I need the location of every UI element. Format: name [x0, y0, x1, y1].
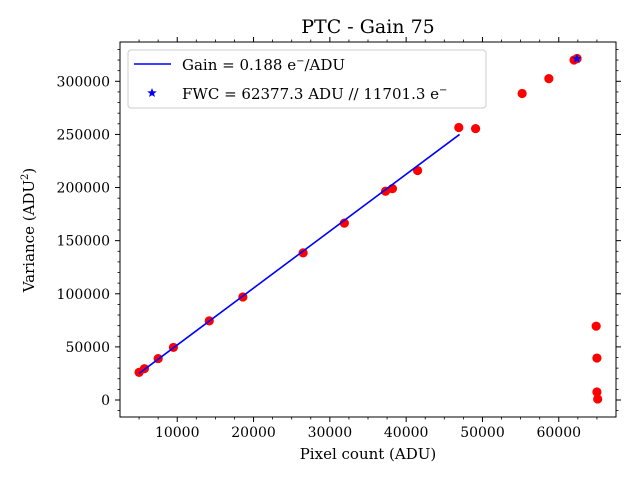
legend-fwc-star-icon — [147, 88, 157, 98]
x-tick-label: 30000 — [308, 425, 353, 441]
legend-fit-sup: − — [296, 56, 304, 67]
legend-fit-text: Gain = 0.188 e−/ADU — [182, 56, 345, 74]
legend-fit-main: Gain = 0.188 e — [182, 56, 296, 74]
fwc-marker — [572, 53, 582, 63]
data-point — [339, 218, 349, 228]
data-point — [593, 394, 603, 404]
x-tick-label: 50000 — [460, 425, 505, 441]
y-axis-label-end: ) — [20, 168, 38, 174]
legend-fwc-sup: − — [439, 85, 447, 96]
legend: Gain = 0.188 e−/ADU FWC = 62377.3 ADU //… — [127, 49, 487, 109]
x-tick-label: 20000 — [231, 425, 276, 441]
y-tick-label: 200000 — [57, 181, 110, 197]
y-tick-label: 150000 — [57, 234, 110, 250]
legend-fit-end: /ADU — [304, 56, 345, 74]
data-point — [454, 122, 464, 133]
y-axis-label-main: Variance (ADU — [20, 180, 38, 293]
x-axis-label: Pixel count (ADU) — [300, 445, 437, 463]
y-axis-ticks: 0 50000 100000 150000 200000 250000 300000 — [57, 49, 621, 412]
legend-fwc-main: FWC = 62377.3 ADU // 11701.3 e — [182, 85, 439, 103]
data-point — [517, 88, 527, 99]
y-tick-label: 250000 — [57, 127, 110, 143]
data-point — [544, 74, 554, 84]
y-axis-label-sup: 2 — [20, 174, 31, 180]
x-tick-label: 40000 — [384, 425, 429, 441]
data-point — [592, 387, 602, 397]
gain-fit-line — [138, 133, 461, 375]
y-tick-label: 300000 — [57, 74, 110, 90]
y-tick-label: 100000 — [57, 287, 110, 303]
y-axis-label: Variance (ADU2) — [20, 168, 38, 294]
x-axis-ticks: 10000 20000 30000 40000 50000 60000 — [138, 37, 598, 441]
data-point — [592, 353, 602, 363]
data-point — [591, 321, 601, 331]
y-tick-label: 0 — [101, 393, 110, 409]
data-point — [470, 123, 481, 134]
x-tick-label: 60000 — [536, 425, 581, 441]
data-point — [298, 248, 308, 258]
x-tick-label: 10000 — [155, 425, 200, 441]
legend-box — [127, 49, 487, 109]
legend-fwc-text: FWC = 62377.3 ADU // 11701.3 e− — [182, 85, 447, 103]
chart-title: PTC - Gain 75 — [301, 16, 435, 38]
y-tick-label: 50000 — [65, 340, 110, 356]
